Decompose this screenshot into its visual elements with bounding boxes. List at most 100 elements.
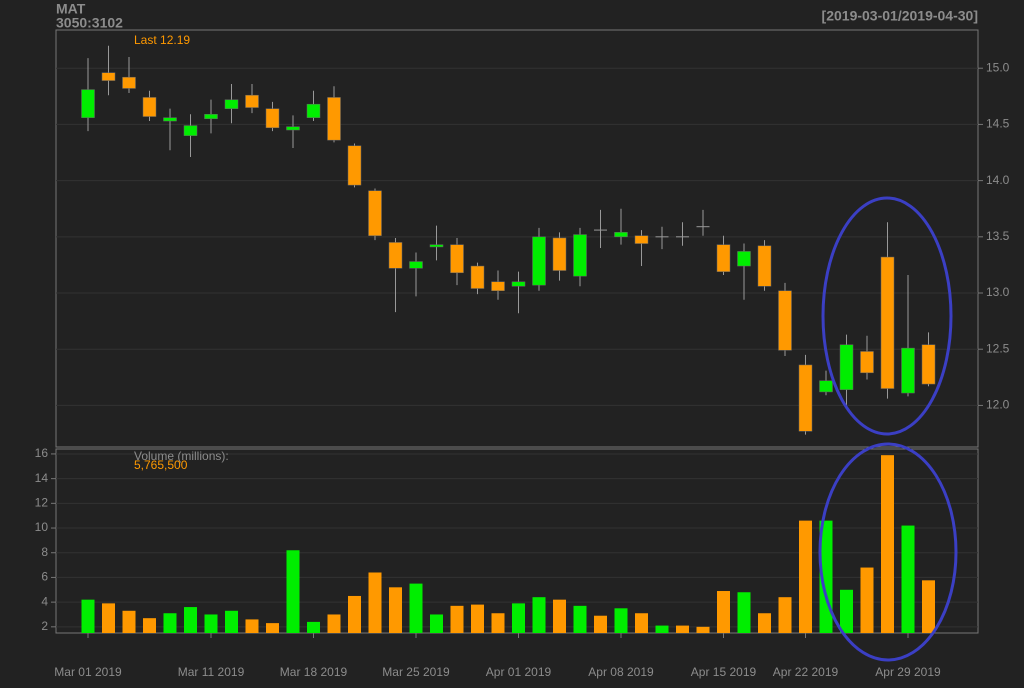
volume-bar [430, 614, 443, 633]
x-tick-label: Mar 18 2019 [280, 665, 348, 679]
volume-bar [348, 595, 361, 633]
y-tick-label: 15.0 [986, 60, 1010, 74]
candle-body [142, 97, 157, 117]
volume-bar [204, 614, 218, 633]
candle-body [204, 114, 218, 120]
y-tick-label: 16 [35, 446, 49, 460]
x-tick-label: Apr 08 2019 [588, 665, 654, 679]
candle-body [81, 89, 95, 118]
candle-body [614, 232, 628, 238]
date-range: [2019-03-01/2019-04-30] [822, 8, 978, 24]
candle-body [306, 103, 321, 118]
volume-bar [266, 623, 279, 633]
x-tick-label: Mar 11 2019 [178, 665, 245, 679]
last-volume: 5,765,500 [134, 458, 188, 472]
candle-body [880, 256, 895, 389]
volume-bar [717, 591, 730, 633]
candle-body [388, 242, 403, 269]
volume-title: Volume (millions): [134, 449, 229, 463]
candle-body [532, 236, 546, 286]
y-tick-label: 14.5 [986, 117, 1010, 131]
y-tick-label: 2 [41, 619, 48, 633]
candle-body [163, 117, 177, 122]
y-tick-label: 12.5 [986, 341, 1010, 355]
y-tick-label: 4 [41, 594, 48, 608]
volume-bar [81, 599, 95, 633]
last-price: Last 12.19 [134, 33, 190, 47]
annotation-ellipse [818, 442, 958, 662]
y-tick-label: 10 [35, 520, 49, 534]
volume-bar [573, 605, 587, 633]
volume-bar [799, 520, 812, 633]
candle-body [470, 265, 485, 289]
candle-body [183, 125, 198, 136]
volume-bar [840, 589, 853, 633]
x-tick-label: Mar 01 2019 [54, 665, 122, 679]
volume-bar [778, 597, 792, 633]
volume-bar [696, 626, 710, 633]
volume-bar [327, 614, 341, 633]
x-tick-label: Apr 15 2019 [691, 665, 757, 679]
candle-body [634, 235, 649, 244]
volume-bar [881, 455, 894, 633]
volume-bar [471, 604, 484, 633]
volume-bar [389, 587, 402, 633]
volume-bar [102, 603, 115, 633]
volume-bar [860, 567, 874, 633]
volume-bar [676, 625, 689, 633]
volume-bar [901, 525, 915, 633]
volume-bar [245, 619, 259, 633]
candle-body [573, 234, 587, 277]
y-tick-label: 13.0 [986, 285, 1010, 299]
volume-bar [286, 550, 300, 633]
candle-body [122, 76, 136, 89]
volume-bar [594, 615, 607, 633]
volume-bar [758, 613, 771, 633]
y-tick-label: 12 [35, 496, 49, 510]
candle-body [552, 237, 567, 271]
volume-bar [491, 613, 505, 633]
y-tick-label: 8 [41, 545, 48, 559]
volume-bar [635, 613, 648, 633]
candle-body [101, 72, 116, 81]
volume-bar [512, 603, 525, 633]
x-tick-label: Apr 29 2019 [875, 665, 941, 679]
candle-body [737, 251, 751, 267]
x-tick-label: Apr 22 2019 [773, 665, 839, 679]
candle-body [839, 344, 854, 390]
volume-bar [225, 610, 238, 633]
y-tick-label: 14.0 [986, 173, 1010, 187]
candle-body [224, 99, 239, 109]
y-tick-label: 12.0 [986, 398, 1010, 412]
candle-body [245, 94, 259, 108]
volume-bar [553, 599, 566, 633]
candle-body [778, 290, 792, 351]
candle-body [286, 126, 300, 131]
volume-bar [655, 625, 669, 633]
volume-bar [184, 607, 197, 633]
candle-body [757, 245, 772, 287]
volume-bar [532, 597, 546, 633]
volume-bar [409, 583, 423, 633]
y-tick-label: 13.5 [986, 229, 1010, 243]
volume-bar [737, 592, 751, 633]
candle-body [491, 281, 505, 292]
x-tick-label: Mar 25 2019 [382, 665, 450, 679]
candle-body [921, 344, 936, 385]
candle-body [327, 97, 341, 141]
x-tick-label: Apr 01 2019 [486, 665, 552, 679]
candle-body [409, 261, 423, 269]
candle-body [265, 108, 280, 129]
chart-title: MAT [56, 1, 86, 17]
candle-body [798, 364, 813, 432]
candle-body [511, 281, 526, 287]
volume-bar [450, 605, 464, 633]
marks: 12.0 12.5 13.0 13.5 14.0 14.5 15.0 Mar 01 2019 M… [35, 45, 1010, 679]
candle-body [901, 347, 915, 394]
volume-bar [122, 610, 136, 633]
y-tick-label: 14 [35, 471, 49, 485]
candle-body [716, 244, 731, 272]
volume-bar [922, 580, 935, 633]
